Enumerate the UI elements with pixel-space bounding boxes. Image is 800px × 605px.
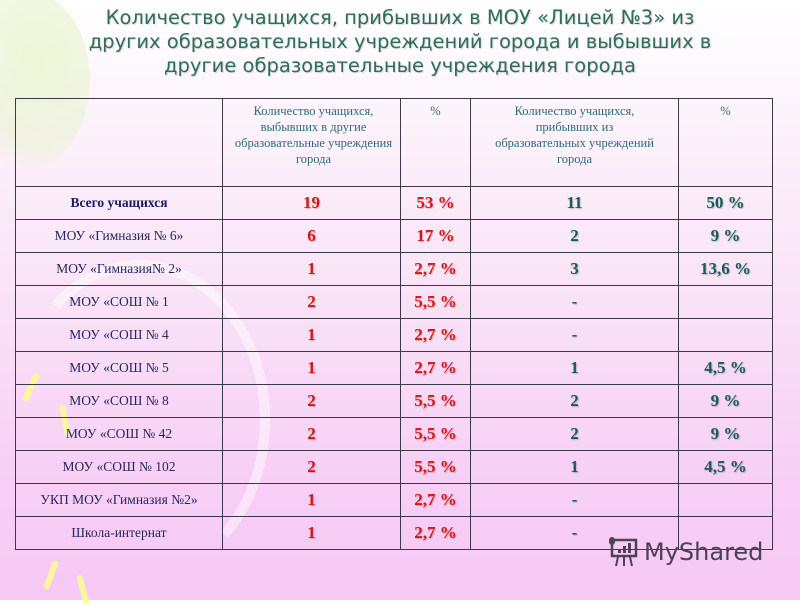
- students-transfer-table: Количество учащихся, выбывших в другие о…: [15, 98, 773, 550]
- left-percent: 2,7 %: [400, 483, 471, 517]
- arrived-percent: 9 %: [678, 219, 773, 253]
- institution-name: МОУ «СОШ № 1: [15, 285, 223, 319]
- arrived-percent: [678, 516, 773, 550]
- left-count: 2: [222, 285, 401, 319]
- left-percent: 17 %: [400, 219, 471, 253]
- arrived-count: 1: [470, 450, 679, 484]
- arrived-count: 2: [470, 417, 679, 451]
- institution-name: УКП МОУ «Гимназия №2»: [15, 483, 223, 517]
- left-count: 1: [222, 252, 401, 286]
- table-row: МОУ «СОШ № 42 2 5,5 % 2 9 %: [15, 417, 773, 451]
- institution-name: МОУ «Гимназия№ 2»: [15, 252, 223, 286]
- left-count: 2: [222, 450, 401, 484]
- institution-name: МОУ «СОШ № 8: [15, 384, 223, 418]
- header-arrived-percent: %: [678, 98, 773, 187]
- left-count: 2: [222, 417, 401, 451]
- arrived-percent: 9 %: [678, 384, 773, 418]
- title-line-1: Количество учащихся, прибывших в МОУ «Ли…: [105, 6, 695, 29]
- table-row: МОУ «СОШ № 4 1 2,7 % -: [15, 318, 773, 352]
- left-count: 2: [222, 384, 401, 418]
- arrived-count: -: [470, 516, 679, 550]
- watermark: MyShared: [608, 536, 763, 568]
- left-percent: 5,5 %: [400, 285, 471, 319]
- table-row: МОУ «СОШ № 5 1 2,7 % 1 4,5 %: [15, 351, 773, 385]
- title-line-3: другие образовательные учреждения города: [164, 54, 636, 77]
- left-percent: 53 %: [400, 186, 471, 220]
- table-header-row: Количество учащихся, выбывших в другие о…: [15, 98, 773, 187]
- watermark-text: MyShared: [644, 538, 764, 566]
- page-title: Количество учащихся, прибывших в МОУ «Ли…: [0, 6, 800, 78]
- institution-name: Всего учащихся: [15, 186, 223, 220]
- arrived-count: 3: [470, 252, 679, 286]
- header-institution: [15, 98, 223, 187]
- table-row: МОУ «СОШ № 102 2 5,5 % 1 4,5 %: [15, 450, 773, 484]
- arrived-count: -: [470, 285, 679, 319]
- institution-name: МОУ «СОШ № 4: [15, 318, 223, 352]
- arrived-percent: [678, 483, 773, 517]
- table-row: Всего учащихся 19 53 % 11 50 %: [15, 186, 773, 220]
- arrived-count: 2: [470, 384, 679, 418]
- arrived-count: 11: [470, 186, 679, 220]
- decorative-ray: [43, 559, 59, 591]
- left-count: 1: [222, 483, 401, 517]
- arrived-percent: 9 %: [678, 417, 773, 451]
- arrived-percent: 13,6 %: [678, 252, 773, 286]
- left-count: 19: [222, 186, 401, 220]
- header-left-percent: %: [400, 98, 471, 187]
- institution-name: МОУ «СОШ № 42: [15, 417, 223, 451]
- decorative-ray: [76, 574, 90, 605]
- table-row: УКП МОУ «Гимназия №2» 1 2,7 % -: [15, 483, 773, 517]
- left-count: 6: [222, 219, 401, 253]
- left-count: 1: [222, 516, 401, 550]
- arrived-percent: 4,5 %: [678, 351, 773, 385]
- arrived-count: -: [470, 318, 679, 352]
- left-percent: 5,5 %: [400, 450, 471, 484]
- institution-name: МОУ «СОШ № 5: [15, 351, 223, 385]
- institution-name: МОУ «СОШ № 102: [15, 450, 223, 484]
- table-row: МОУ «Гимназия № 6» 6 17 % 2 9 %: [15, 219, 773, 253]
- left-percent: 2,7 %: [400, 252, 471, 286]
- header-left-count: Количество учащихся, выбывших в другие о…: [222, 98, 401, 187]
- left-percent: 2,7 %: [400, 318, 471, 352]
- arrived-count: 2: [470, 219, 679, 253]
- left-percent: 2,7 %: [400, 516, 471, 550]
- left-percent: 5,5 %: [400, 384, 471, 418]
- table-row: МОУ «СОШ № 8 2 5,5 % 2 9 %: [15, 384, 773, 418]
- left-percent: 2,7 %: [400, 351, 471, 385]
- table-row: МОУ «Гимназия№ 2» 1 2,7 % 3 13,6 %: [15, 252, 773, 286]
- arrived-percent: [678, 318, 773, 352]
- title-line-2: других образовательных учреждений города…: [88, 30, 712, 53]
- arrived-count: 1: [470, 351, 679, 385]
- arrived-percent: 50 %: [678, 186, 773, 220]
- left-count: 1: [222, 351, 401, 385]
- header-arrived-count: Количество учащихся, прибывших из образо…: [470, 98, 679, 187]
- left-count: 1: [222, 318, 401, 352]
- arrived-percent: 4,5 %: [678, 450, 773, 484]
- table-row: Школа-интернат 1 2,7 % -: [15, 516, 773, 550]
- arrived-percent: [678, 285, 773, 319]
- institution-name: МОУ «Гимназия № 6»: [15, 219, 223, 253]
- arrived-count: -: [470, 483, 679, 517]
- left-percent: 5,5 %: [400, 417, 471, 451]
- institution-name: Школа-интернат: [15, 516, 223, 550]
- table-row: МОУ «СОШ № 1 2 5,5 % -: [15, 285, 773, 319]
- presentation-board-icon: [609, 537, 638, 567]
